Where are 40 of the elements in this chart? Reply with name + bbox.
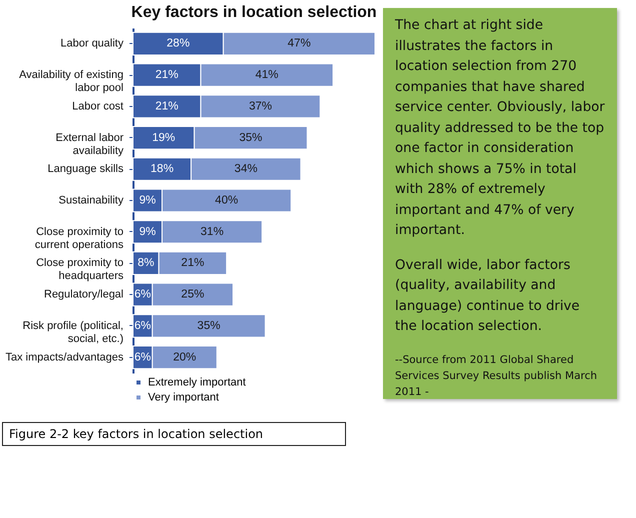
data-label: 21% bbox=[155, 69, 178, 82]
data-label: 35% bbox=[239, 132, 262, 144]
chart-title: Key factors in location selection bbox=[131, 4, 377, 21]
data-label: 19% bbox=[152, 132, 176, 144]
data-label: 40% bbox=[215, 194, 238, 206]
data-label: 37% bbox=[248, 100, 272, 112]
data-label: 47% bbox=[288, 38, 311, 50]
data-label: 28% bbox=[166, 38, 190, 50]
text: Overall wide, labor factors (quality, availability and language) continue to drive the location selection. bbox=[395, 256, 581, 336]
data-label: 41% bbox=[255, 69, 278, 82]
y-tick-label: Availability of existing labor pool bbox=[19, 69, 124, 94]
data-label: 6% bbox=[134, 351, 151, 364]
y-tick-label: Labor quality bbox=[60, 38, 124, 50]
y-tick-label: Labor cost bbox=[72, 100, 124, 112]
data-label: 6% bbox=[134, 320, 151, 332]
y-tick-label: Language skills bbox=[48, 163, 124, 176]
text: The chart at right side illustrates the factors in location selection from 270 companies that have shared service center. Obviously, labor quality addressed to be the top one factor in consideration which shows a 75% in total with 28% of extremely important and 47% of very important. bbox=[395, 18, 605, 238]
legend-label: Very important bbox=[148, 392, 219, 404]
data-label: 21% bbox=[155, 100, 178, 112]
data-label: 35% bbox=[197, 320, 220, 332]
data-label: 9% bbox=[139, 226, 156, 238]
data-label: 9% bbox=[139, 194, 156, 206]
y-tick-label: Close proximity to current operations bbox=[34, 226, 124, 251]
data-label: 8% bbox=[138, 257, 154, 270]
y-tick-label: External labor availability bbox=[56, 132, 124, 157]
y-tick-label: Close proximity to headquarters bbox=[36, 257, 124, 282]
data-label: 21% bbox=[181, 257, 204, 270]
caption: Figure 2-2 key factors in location selection bbox=[2, 422, 346, 446]
text: --Source from 2011 Global Shared Services Survey Results publish March 2011 - bbox=[395, 352, 598, 400]
data-label: 20% bbox=[173, 351, 196, 364]
y-tick-label: Regulatory/legal bbox=[44, 288, 124, 301]
y-tick-label: Tax impacts/advantages bbox=[5, 351, 124, 364]
data-label: 25% bbox=[181, 288, 204, 301]
data-label: 18% bbox=[150, 163, 174, 176]
y-tick-label: Risk profile (political, social, etc.) bbox=[22, 320, 124, 345]
data-label: 31% bbox=[200, 226, 224, 238]
y-tick-label: Sustainability bbox=[58, 194, 124, 206]
data-label: 34% bbox=[234, 163, 258, 176]
legend-label: Extremely important bbox=[148, 376, 246, 388]
data-label: 6% bbox=[134, 288, 151, 301]
